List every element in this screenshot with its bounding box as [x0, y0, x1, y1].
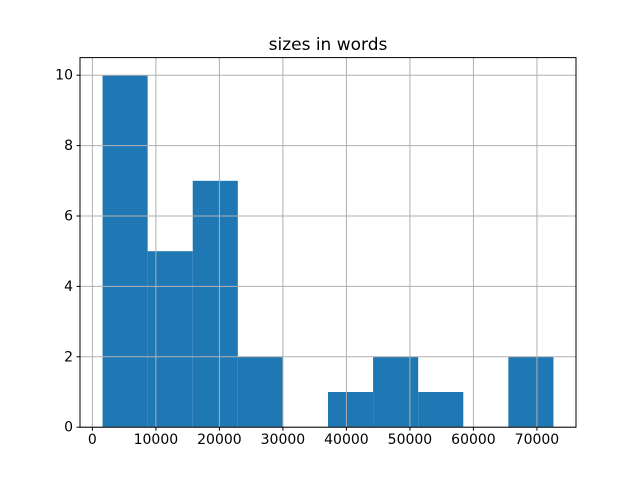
y-tick-label: 2 — [64, 349, 73, 365]
y-tick-label: 10 — [55, 68, 73, 84]
y-tick-label: 6 — [64, 208, 73, 224]
ticks-layer — [76, 74, 538, 431]
tick-labels-layer: 0 10000 20000 30000 40000 50000 60000 70000 0 2 4 6… — [55, 68, 559, 449]
x-tick-label: 30000 — [261, 432, 306, 448]
x-tick-label: 60000 — [451, 432, 496, 448]
x-tick-label: 70000 — [515, 432, 560, 448]
histogram-bar — [147, 251, 193, 428]
histogram-bar — [508, 356, 554, 428]
histogram-bar — [102, 75, 148, 428]
x-tick-label: 20000 — [197, 432, 242, 448]
bars-layer — [102, 75, 554, 428]
grid-layer — [80, 57, 576, 428]
x-tick-label: 40000 — [324, 432, 369, 448]
histogram-bar — [192, 180, 238, 428]
x-tick-label: 0 — [88, 432, 97, 448]
histogram-bar — [373, 356, 419, 428]
chart-title: sizes in words — [269, 35, 388, 55]
y-tick-label: 0 — [64, 420, 73, 436]
histogram-bar — [328, 392, 374, 428]
x-tick-label: 50000 — [388, 432, 433, 448]
y-tick-label: 4 — [64, 279, 73, 295]
histogram-bar — [237, 356, 283, 428]
histogram-bar — [418, 392, 464, 428]
y-tick-label: 8 — [64, 138, 73, 154]
x-tick-label: 10000 — [134, 432, 179, 448]
axes-frame — [79, 57, 577, 428]
